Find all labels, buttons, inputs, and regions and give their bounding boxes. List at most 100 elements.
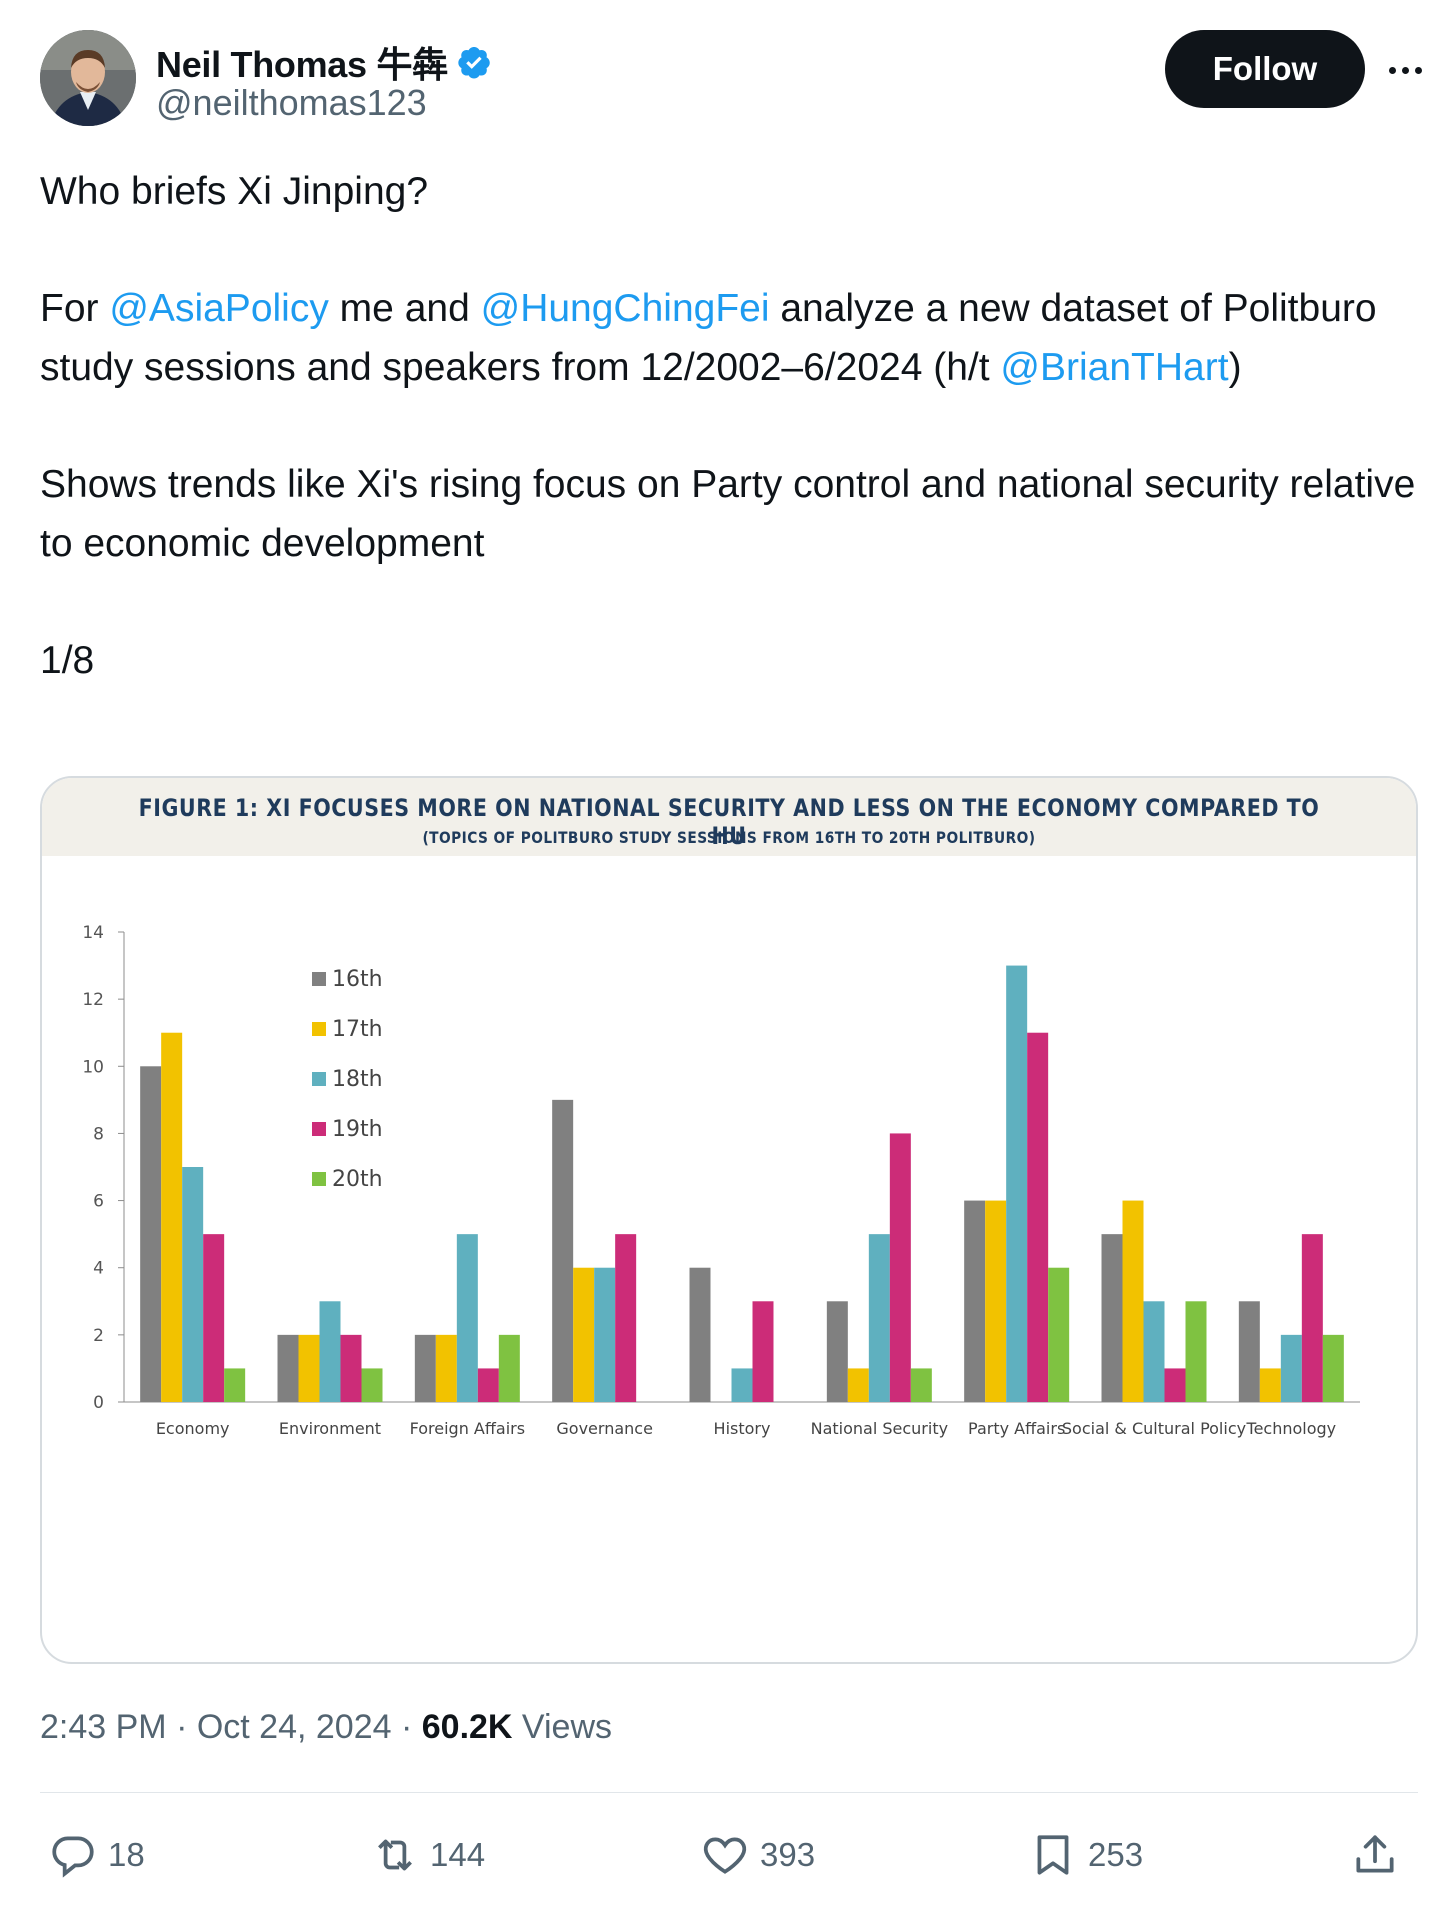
- legend-swatch: [312, 1122, 326, 1136]
- bar: [689, 1267, 711, 1402]
- x-tick-label: Foreign Affairs: [410, 1419, 525, 1438]
- meta-separator: ·: [166, 1708, 197, 1746]
- bar: [414, 1334, 436, 1402]
- legend-label: 16th: [332, 967, 383, 992]
- bar: [826, 1301, 848, 1402]
- x-tick-label: Social & Cultural Policy: [1062, 1419, 1246, 1438]
- bar: [910, 1368, 932, 1402]
- repost-button[interactable]: 144: [370, 1820, 485, 1890]
- tweet-actions: 18 144 393 253: [40, 1820, 1420, 1890]
- bar: [477, 1368, 499, 1402]
- bar: [1301, 1234, 1323, 1402]
- follow-button[interactable]: Follow: [1165, 30, 1365, 108]
- legend-swatch: [312, 1072, 326, 1086]
- legend-label: 18th: [332, 1067, 383, 1092]
- repost-icon: [378, 1839, 412, 1871]
- text-for: For: [40, 287, 110, 330]
- bar: [456, 1234, 478, 1402]
- bar: [615, 1234, 637, 1402]
- y-tick-label: 2: [93, 1326, 104, 1346]
- bar: [1238, 1301, 1260, 1402]
- meta-separator: ·: [391, 1708, 422, 1746]
- divider: [40, 1792, 1418, 1793]
- bar: [1280, 1334, 1302, 1402]
- legend-label: 17th: [332, 1017, 383, 1042]
- bar: [298, 1334, 320, 1402]
- x-tick-label: Governance: [556, 1419, 653, 1438]
- tweet-media-chart[interactable]: FIGURE 1: XI FOCUSES MORE ON NATIONAL SE…: [40, 776, 1418, 1664]
- x-tick-label: Technology: [1246, 1419, 1337, 1438]
- y-tick-label: 4: [93, 1259, 104, 1279]
- bar: [1259, 1368, 1281, 1402]
- x-tick-label: Environment: [279, 1419, 381, 1438]
- author-handle[interactable]: @neilthomas123: [156, 82, 427, 123]
- tweet-paragraph-2: For @AsiaPolicy me and @HungChingFei ana…: [40, 279, 1420, 397]
- bar-chart: 0 2 4 6 8 10 12 14 Economy Environment Foreign Aff…: [82, 923, 1360, 1438]
- bar: [1101, 1234, 1123, 1402]
- bar: [1164, 1368, 1186, 1402]
- views-count: 60.2K: [421, 1708, 513, 1746]
- bookmark-icon: [1037, 1835, 1069, 1875]
- reply-count: 18: [108, 1836, 145, 1873]
- bar: [847, 1368, 869, 1402]
- tweet-time[interactable]: 2:43 PM: [40, 1708, 167, 1746]
- like-button[interactable]: 393: [700, 1820, 815, 1890]
- avatar[interactable]: [40, 30, 136, 126]
- bar: [1006, 965, 1028, 1402]
- bar: [1185, 1301, 1207, 1402]
- bar: [752, 1301, 774, 1402]
- y-tick-label: 0: [93, 1393, 104, 1413]
- bar: [1122, 1200, 1144, 1402]
- legend-swatch: [312, 1172, 326, 1186]
- bar: [1048, 1267, 1070, 1402]
- bar: [498, 1334, 520, 1402]
- more-icon[interactable]: [1380, 50, 1430, 90]
- bar: [552, 1099, 574, 1402]
- mention-brianthart[interactable]: @BrianTHart: [1000, 346, 1229, 389]
- y-tick-label: 10: [82, 1057, 104, 1077]
- bar: [1027, 1032, 1049, 1402]
- reply-button[interactable]: 18: [48, 1820, 145, 1890]
- figure-title: FIGURE 1: XI FOCUSES MORE ON NATIONAL SE…: [138, 794, 1320, 850]
- repost-count: 144: [430, 1836, 486, 1873]
- tweet-paragraph-3: Shows trends like Xi's rising focus on P…: [40, 463, 1416, 565]
- bookmark-count: 253: [1088, 1836, 1144, 1873]
- bar: [340, 1334, 362, 1402]
- text-analyze: analyze a new dataset of Politburo study…: [40, 287, 1377, 389]
- bar: [140, 1066, 162, 1402]
- mention-asiapolicy[interactable]: @AsiaPolicy: [109, 287, 329, 330]
- like-count: 393: [760, 1836, 816, 1873]
- figure-header: FIGURE 1: XI FOCUSES MORE ON NATIONAL SE…: [42, 778, 1416, 856]
- author-name-row: Neil Thomas 牛犇: [156, 36, 492, 88]
- text-close-paren: ): [1228, 346, 1242, 389]
- bar: [161, 1032, 183, 1402]
- tweet-line-1: Who briefs Xi Jinping?: [40, 170, 429, 213]
- legend-swatch: [312, 1022, 326, 1036]
- tweet-date[interactable]: Oct 24, 2024: [196, 1708, 392, 1746]
- x-tick-label: History: [714, 1419, 771, 1438]
- bar: [964, 1200, 986, 1402]
- legend-label: 20th: [332, 1167, 383, 1192]
- author-display-name[interactable]: Neil Thomas 牛犇: [156, 44, 448, 85]
- bar: [361, 1368, 383, 1402]
- x-tick-label: Economy: [156, 1419, 230, 1438]
- bar: [731, 1368, 753, 1402]
- legend-label: 19th: [332, 1117, 383, 1142]
- bar: [889, 1133, 911, 1402]
- bar: [182, 1167, 204, 1402]
- mention-hungchingfei[interactable]: @HungChingFei: [480, 287, 770, 330]
- views-label: Views: [512, 1708, 613, 1746]
- bar: [573, 1267, 595, 1402]
- bar: [1322, 1334, 1344, 1402]
- bar: [224, 1368, 246, 1402]
- bar: [868, 1234, 890, 1402]
- tweet-meta: 2:43 PM · Oct 24, 2024 · 60.2K Views: [40, 1708, 612, 1747]
- bookmark-button[interactable]: 253: [1028, 1820, 1143, 1890]
- y-tick-label: 6: [93, 1192, 104, 1212]
- bar: [1143, 1301, 1165, 1402]
- bar: [594, 1267, 616, 1402]
- share-button[interactable]: [1350, 1820, 1400, 1890]
- reply-icon: [52, 1836, 94, 1878]
- x-tick-label: National Security: [811, 1419, 948, 1438]
- verified-badge-icon: [458, 47, 490, 79]
